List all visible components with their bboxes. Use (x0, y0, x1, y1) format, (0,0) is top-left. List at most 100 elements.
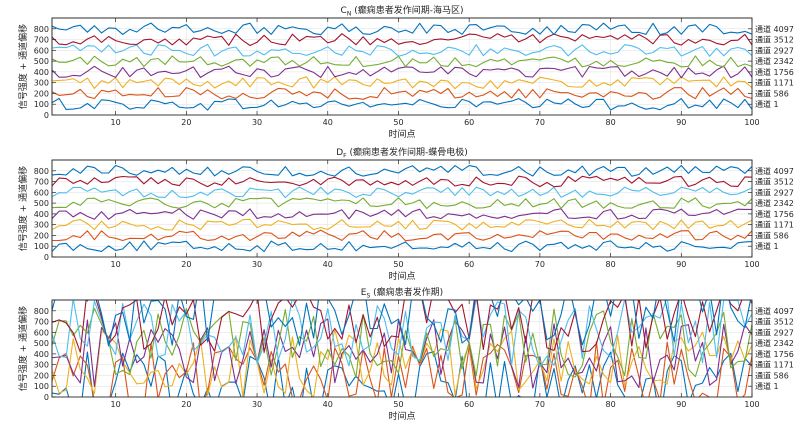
x-tick-label: 80 (605, 260, 615, 269)
y-tick-label: 100 (34, 382, 49, 391)
chart-panel-1: 10 20 30 40 50 60 70 80 90 1000100200300400500600… (17, 4, 794, 140)
series-line-1 (52, 351, 752, 397)
x-tick-label: 90 (676, 118, 686, 127)
channel-label: 通道 2342 (755, 338, 794, 348)
y-tick-label: 0 (44, 253, 49, 262)
series-line-6 (52, 43, 752, 57)
channel-label: 通道 586 (755, 370, 789, 380)
series-line-1 (52, 97, 752, 111)
x-tick-label: 10 (111, 118, 121, 127)
y-tick-label: 300 (34, 79, 49, 88)
y-tick-label: 800 (34, 307, 49, 316)
x-tick-label: 90 (676, 260, 686, 269)
series-group (52, 164, 752, 253)
y-tick-label: 0 (44, 393, 49, 402)
channel-label: 通道 1171 (755, 220, 794, 230)
channel-label: 通道 1 (755, 241, 779, 251)
channel-label: 通道 586 (755, 88, 789, 98)
x-tick-label: 100 (744, 400, 759, 409)
y-tick-label: 700 (34, 36, 49, 45)
y-tick-label: 700 (34, 318, 49, 327)
channel-label: 通道 1756 (755, 209, 794, 219)
series-line-5 (52, 55, 752, 68)
x-tick-label: 100 (744, 118, 759, 127)
chart-title: CN (癫痫患者发作间期-海马区) (341, 4, 464, 18)
series-line-2 (52, 87, 752, 100)
x-tick-label: 100 (744, 260, 759, 269)
series-line-7 (52, 175, 752, 188)
channel-label: 通道 3512 (755, 35, 794, 45)
x-tick-label: 70 (535, 118, 545, 127)
x-tick-label: 20 (181, 260, 191, 269)
channel-label: 通道 1171 (755, 360, 794, 370)
x-tick-label: 20 (181, 118, 191, 127)
series-line-8 (52, 164, 752, 177)
series-line-3 (52, 218, 752, 231)
x-tick-label: 10 (111, 400, 121, 409)
plot-area (51, 159, 753, 258)
x-tick-label: 50 (393, 400, 403, 409)
x-tick-label: 50 (393, 260, 403, 269)
channel-label: 通道 1756 (755, 67, 794, 77)
series-group (52, 22, 752, 111)
series-line-5 (52, 197, 752, 210)
series-line-8 (52, 22, 752, 36)
channel-label: 通道 2927 (755, 187, 794, 197)
series-line-1 (52, 240, 752, 253)
y-axis-label: 信号强度 + 通道偏移 (17, 24, 29, 109)
y-tick-label: 200 (34, 231, 49, 240)
x-axis-label: 时间点 (388, 270, 415, 282)
y-tick-label: 400 (34, 68, 49, 77)
y-tick-label: 300 (34, 221, 49, 230)
channel-label: 通道 2342 (755, 198, 794, 208)
chart-panel-2: 10 20 30 40 50 60 70 80 90 1000100200300400500600… (17, 146, 794, 282)
channel-label: 通道 1756 (755, 349, 794, 359)
channel-label: 通道 3512 (755, 317, 794, 327)
x-tick-label: 40 (323, 400, 333, 409)
y-tick-label: 700 (34, 178, 49, 187)
x-tick-label: 50 (393, 118, 403, 127)
channel-label: 通道 1171 (755, 78, 794, 88)
channel-label: 通道 3512 (755, 177, 794, 187)
x-tick-label: 70 (535, 260, 545, 269)
x-tick-label: 80 (605, 400, 615, 409)
y-tick-label: 400 (34, 350, 49, 359)
y-axis-label: 信号强度 + 通道偏移 (17, 306, 29, 391)
series-line-2 (52, 341, 752, 397)
channel-label: 通道 2927 (755, 45, 794, 55)
y-tick-label: 0 (44, 111, 49, 120)
y-tick-label: 300 (34, 361, 49, 370)
series-line-2 (52, 229, 752, 242)
y-tick-label: 400 (34, 210, 49, 219)
x-tick-label: 70 (535, 400, 545, 409)
y-tick-label: 500 (34, 339, 49, 348)
y-tick-label: 200 (34, 89, 49, 98)
y-tick-label: 600 (34, 46, 49, 55)
series-line-4 (52, 208, 752, 220)
x-axis-label: 时间点 (388, 410, 415, 422)
channel-label: 通道 1 (755, 381, 779, 391)
plot-frame (51, 299, 753, 398)
y-tick-label: 500 (34, 199, 49, 208)
x-tick-label: 20 (181, 400, 191, 409)
chart-title: ES (癫痫患者发作期) (361, 286, 443, 300)
y-tick-label: 600 (34, 328, 49, 337)
x-tick-label: 30 (252, 260, 262, 269)
y-axis-label: 信号强度 + 通道偏移 (17, 166, 29, 251)
channel-label: 通道 2927 (755, 327, 794, 337)
chart-panel-3: 10 20 30 40 50 60 70 80 90 1000100200300400500600… (17, 286, 794, 422)
plot-frame (51, 159, 753, 258)
series-line-5 (52, 307, 752, 379)
y-tick-label: 100 (34, 242, 49, 251)
x-tick-label: 60 (464, 400, 474, 409)
x-tick-label: 30 (252, 118, 262, 127)
x-tick-label: 10 (111, 260, 121, 269)
y-tick-label: 500 (34, 57, 49, 66)
chart-title: DF (癫痫患者发作间期-蝶骨电极) (336, 146, 468, 160)
plot-frame (51, 17, 753, 116)
y-tick-label: 600 (34, 188, 49, 197)
channel-label: 通道 2342 (755, 56, 794, 66)
series-line-6 (52, 186, 752, 199)
series-line-7 (52, 300, 752, 353)
